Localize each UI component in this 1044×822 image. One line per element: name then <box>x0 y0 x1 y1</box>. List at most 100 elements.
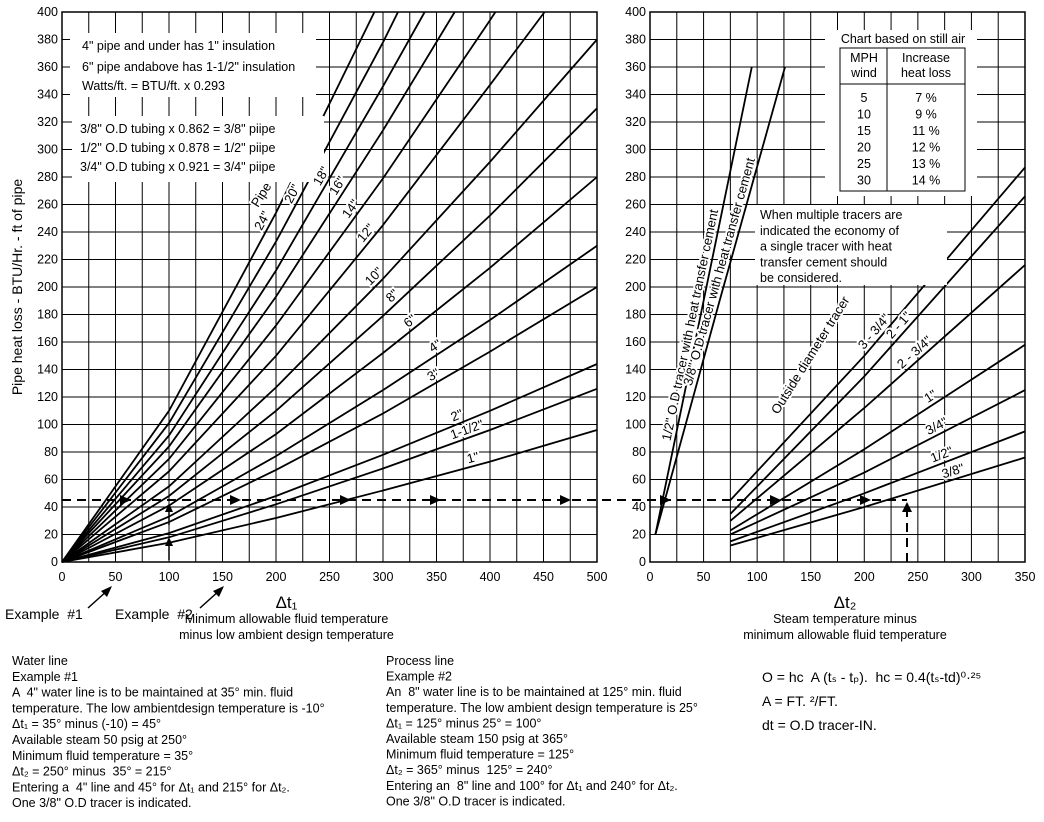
y-tick-label: 400 <box>37 5 58 19</box>
y-tick-label: 140 <box>625 363 646 377</box>
note: When multiple tracers are <box>760 208 902 222</box>
example-note: Available steam 50 psig at 250° <box>12 733 187 747</box>
y-tick-label: 200 <box>625 280 646 294</box>
y-tick-label: 60 <box>44 473 58 487</box>
x-tick-label: 250 <box>907 570 928 584</box>
x-tick-label: 0 <box>647 570 654 584</box>
example-note: Example #2 <box>386 670 452 684</box>
example-note: Δt₁ = 125° minus 25° = 100° <box>386 716 541 730</box>
curve <box>729 195 1026 515</box>
note: Watts/ft. = BTU/ft. x 0.293 <box>82 79 225 93</box>
x-axis-sublabel: Steam temperature minus <box>773 612 917 626</box>
y-tick-label: 160 <box>625 335 646 349</box>
y-tick-label: 200 <box>37 280 58 294</box>
table-cell: 11 % <box>912 124 940 138</box>
note-box <box>755 205 947 285</box>
y-tick-label: 20 <box>44 528 58 542</box>
arrowhead <box>213 586 224 597</box>
formula: A = FT. ²/FT. <box>762 693 838 709</box>
example-note: Entering a 4" line and 45° for Δt₁ and 2… <box>12 780 290 794</box>
example-note: Example #1 <box>12 670 78 684</box>
example-label: Example #1 <box>5 606 83 622</box>
x-tick-label: 300 <box>373 570 394 584</box>
curve <box>729 344 1026 532</box>
x-tick-label: 250 <box>319 570 340 584</box>
example-label: Example #2 <box>115 606 193 622</box>
y-tick-label: 180 <box>625 308 646 322</box>
plot-frame <box>649 11 1026 563</box>
table-frame <box>839 47 966 192</box>
table-box <box>825 30 977 196</box>
y-tick-label: 280 <box>37 170 58 184</box>
table-cell: 10 <box>857 108 871 122</box>
x-tick-label: 200 <box>266 570 287 584</box>
y-tick-label: 280 <box>625 170 646 184</box>
note-box <box>72 116 324 182</box>
arrowhead <box>165 537 173 546</box>
y-tick-label: 240 <box>37 225 58 239</box>
y-tick-label: 220 <box>37 253 58 267</box>
curve <box>61 11 399 563</box>
example-note: Minimum fluid temperature = 35° <box>12 749 193 763</box>
curve <box>61 11 456 563</box>
y-tick-label: 140 <box>37 363 58 377</box>
note: indicated the economy of <box>760 224 900 238</box>
table-cell: 9 % <box>915 108 937 122</box>
y-tick-label: 100 <box>37 418 58 432</box>
example-note: Minimum fluid temperature = 125° <box>386 748 574 762</box>
curve-layer <box>61 11 1026 563</box>
note: 6" pipe andabove has 1-1/2" insulation <box>82 60 295 74</box>
x-axis-label: Δt₁ <box>276 593 298 612</box>
curve <box>729 166 1026 501</box>
y-tick-label: 20 <box>632 528 646 542</box>
curve <box>61 11 497 563</box>
x-axis-sublabel: minus low ambient design temperature <box>179 628 394 642</box>
table-cell: 7 % <box>915 91 937 105</box>
curve <box>61 11 376 563</box>
table-cell: 30 <box>857 174 871 188</box>
y-tick-label: 340 <box>37 88 58 102</box>
y-tick-label: 100 <box>625 418 646 432</box>
y-tick-label: 360 <box>625 60 646 74</box>
example-note: One 3/8" O.D tracer is indicated. <box>386 794 566 808</box>
note-box <box>70 33 316 97</box>
x-tick-label: 150 <box>800 570 821 584</box>
x-axis-sublabel: minimum allowable fluid temperature <box>743 628 947 642</box>
x-tick-label: 50 <box>697 570 711 584</box>
curve <box>61 363 598 563</box>
curve <box>729 264 1026 522</box>
curve <box>654 66 753 535</box>
y-tick-label: 40 <box>44 500 58 514</box>
example-note: Δt₁ = 35° minus (-10) = 45° <box>12 717 161 731</box>
arrowhead <box>165 503 173 512</box>
y-tick-label: 80 <box>632 445 646 459</box>
curve <box>61 11 426 563</box>
example-note: temperature. The low ambient design temp… <box>386 701 698 715</box>
x-tick-label: 300 <box>961 570 982 584</box>
y-tick-label: 0 <box>51 555 58 569</box>
table-header: MPH <box>850 51 878 65</box>
example-note: A 4" water line is to be maintained at 3… <box>12 686 293 700</box>
curve <box>61 387 598 563</box>
y-tick-label: 120 <box>625 390 646 404</box>
formula: dt = O.D tracer-IN. <box>762 717 877 733</box>
table-cell: 14 % <box>912 174 941 188</box>
x-tick-label: 100 <box>159 570 180 584</box>
x-tick-label: 500 <box>587 570 608 584</box>
example-note: One 3/8" O.D tracer is indicated. <box>12 796 192 810</box>
example-note: temperature. The low ambientdesign tempe… <box>12 701 325 715</box>
y-tick-label: 300 <box>625 143 646 157</box>
y-tick-label: 360 <box>37 60 58 74</box>
example-note: Δt₂ = 365° minus 125° = 240° <box>386 763 553 777</box>
y-tick-label: 240 <box>625 225 646 239</box>
table-header: wind <box>850 66 877 80</box>
x-tick-label: 50 <box>109 570 123 584</box>
arrowhead <box>101 586 112 597</box>
curve <box>61 11 546 563</box>
table-cell: 25 <box>857 157 871 171</box>
note: a single tracer with heat <box>760 240 893 254</box>
curve <box>730 456 1026 547</box>
note: 4" pipe and under has 1" insulation <box>82 39 275 53</box>
y-tick-label: 80 <box>44 445 58 459</box>
